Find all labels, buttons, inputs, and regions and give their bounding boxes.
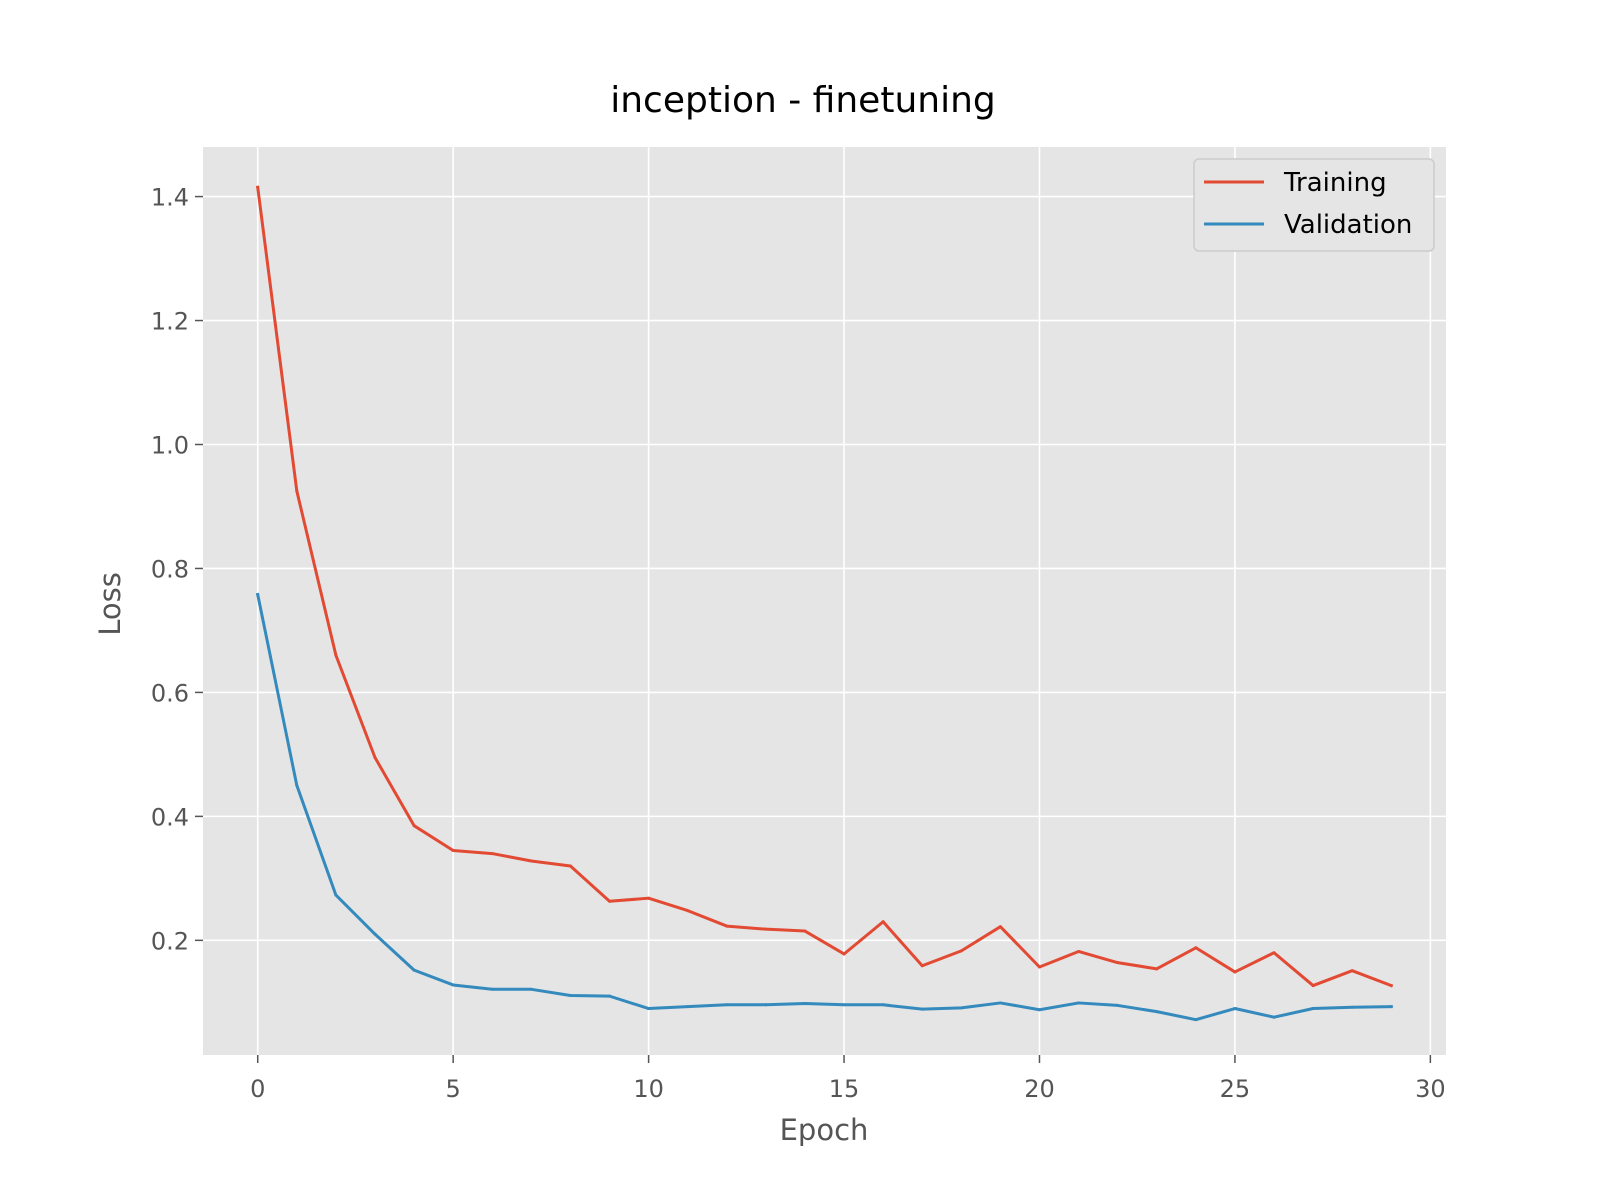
data-point-training — [1194, 946, 1198, 950]
data-point-training — [725, 924, 729, 928]
legend-label-training: Training — [1283, 168, 1387, 198]
data-point-validation — [1037, 1008, 1041, 1012]
x-axis-label: Epoch — [780, 1113, 869, 1147]
series-line-training — [256, 185, 1394, 988]
data-point-training — [373, 756, 377, 759]
data-point-validation — [490, 987, 494, 991]
data-point-training — [1233, 970, 1237, 974]
data-point-validation — [256, 592, 260, 596]
y-tick-label: 1.2 — [151, 308, 189, 336]
data-point-validation — [725, 1003, 729, 1007]
series-line-validation — [255, 592, 1393, 1022]
data-point-validation — [1116, 1003, 1120, 1007]
data-point-training — [451, 848, 455, 852]
data-point-validation — [1350, 1005, 1354, 1009]
data-point-validation — [334, 893, 338, 897]
data-point-validation — [373, 932, 377, 936]
data-point-training — [412, 824, 416, 828]
data-point-validation — [1233, 1007, 1237, 1011]
data-point-training — [1077, 949, 1081, 953]
data-point-validation — [451, 983, 455, 987]
data-point-training — [686, 909, 690, 913]
data-point-training — [334, 653, 338, 657]
data-point-training — [881, 920, 885, 924]
data-point-training — [568, 864, 572, 868]
data-point-training — [1350, 969, 1354, 973]
data-point-training — [1389, 984, 1393, 988]
data-point-training — [647, 896, 651, 900]
x-tick-label: 10 — [633, 1075, 664, 1103]
data-point-validation — [764, 1003, 768, 1007]
chart-title: inception - finetuning — [610, 80, 996, 121]
x-axis-ticks: 0 5 10 15 20 25 30 — [250, 1055, 1446, 1103]
x-tick-label: 30 — [1415, 1075, 1446, 1103]
y-tick-label: 0.2 — [151, 927, 189, 955]
data-point-validation — [1194, 1018, 1198, 1022]
y-axis-ticks: 0.2 0.4 0.6 0.8 1.0 1.2 1.4 — [151, 184, 203, 955]
x-tick-label: 5 — [446, 1075, 461, 1103]
data-point-validation — [803, 1002, 807, 1006]
x-tick-label: 15 — [829, 1075, 860, 1103]
data-point-training — [295, 489, 299, 493]
data-point-training — [803, 929, 807, 933]
data-point-validation — [881, 1003, 885, 1007]
data-point-validation — [647, 1007, 651, 1011]
x-tick-label: 25 — [1220, 1075, 1251, 1103]
data-point-training — [959, 949, 963, 953]
data-point-training — [1037, 965, 1041, 969]
data-point-validation — [959, 1006, 963, 1010]
y-tick-label: 0.6 — [151, 679, 189, 707]
data-point-training — [998, 925, 1002, 929]
plot-area — [203, 147, 1446, 1055]
y-tick-label: 1.4 — [151, 184, 189, 212]
data-point-validation — [608, 994, 612, 998]
data-point-validation — [1272, 1015, 1276, 1019]
data-point-training — [1155, 967, 1159, 971]
x-tick-label: 20 — [1024, 1075, 1055, 1103]
x-tick-label: 0 — [250, 1075, 265, 1103]
data-point-validation — [568, 994, 572, 997]
data-point-validation — [842, 1003, 846, 1007]
data-point-validation — [920, 1007, 924, 1011]
data-point-validation — [295, 783, 299, 787]
data-point-validation — [529, 987, 533, 991]
data-point-training — [256, 185, 260, 189]
data-point-training — [920, 964, 924, 968]
y-tick-label: 1.0 — [151, 432, 189, 460]
data-point-training — [1116, 961, 1120, 965]
data-point-validation — [412, 968, 416, 972]
y-axis-label: Loss — [93, 572, 127, 636]
data-point-validation — [686, 1005, 690, 1009]
data-point-training — [1272, 951, 1276, 955]
data-point-validation — [1077, 1001, 1081, 1005]
legend-label-validation: Validation — [1284, 210, 1412, 240]
data-point-validation — [1155, 1010, 1159, 1014]
data-point-validation — [1311, 1007, 1315, 1011]
y-tick-label: 0.8 — [151, 555, 189, 583]
data-point-validation — [1389, 1005, 1393, 1009]
data-point-training — [1311, 984, 1315, 988]
data-point-training — [529, 859, 533, 863]
data-point-training — [764, 927, 768, 931]
data-point-training — [608, 899, 612, 903]
y-tick-label: 0.4 — [151, 803, 189, 831]
series-layer — [255, 185, 1394, 1022]
data-point-training — [842, 952, 846, 956]
legend: Training Validation — [1193, 158, 1435, 252]
data-point-validation — [998, 1001, 1002, 1005]
data-point-training — [490, 852, 494, 856]
